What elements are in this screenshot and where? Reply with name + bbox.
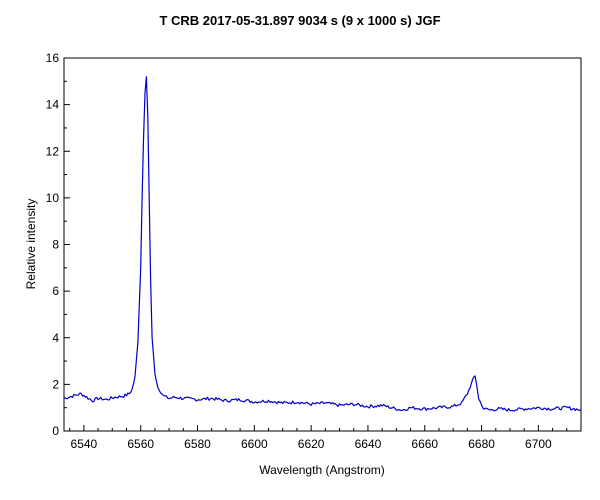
- x-axis-ticks: 6540 6560 6580 6600 6620 6640 6660 6680 6700: [69, 425, 582, 451]
- y-tick-label: 12: [46, 144, 60, 158]
- x-tick-label: 6640: [355, 437, 382, 451]
- x-tick-label: 6560: [127, 437, 154, 451]
- y-axis-ticks: 0 2 4 6 8 10 12 14 16: [46, 51, 70, 438]
- y-axis-label: Relative intensity: [24, 199, 38, 290]
- x-tick-label: 6660: [411, 437, 438, 451]
- y-tick-label: 16: [46, 51, 60, 65]
- y-tick-label: 6: [52, 284, 59, 298]
- y-tick-label: 10: [46, 191, 60, 205]
- x-tick-label: 6700: [525, 437, 552, 451]
- chart-title: T CRB 2017-05-31.897 9034 s (9 x 1000 s)…: [159, 13, 440, 28]
- y-tick-label: 14: [46, 98, 60, 112]
- x-tick-label: 6680: [468, 437, 495, 451]
- y-tick-label: 8: [52, 238, 59, 252]
- x-tick-label: 6620: [298, 437, 325, 451]
- y-tick-label: 0: [52, 424, 59, 438]
- x-tick-label: 6600: [241, 437, 268, 451]
- spectrum-series-line: [63, 76, 582, 412]
- y-tick-label: 4: [52, 331, 59, 345]
- x-tick-label: 6540: [71, 437, 98, 451]
- x-tick-label: 6580: [184, 437, 211, 451]
- y-tick-label: 2: [52, 377, 59, 391]
- x-axis-label: Wavelength (Angstrom): [259, 463, 385, 477]
